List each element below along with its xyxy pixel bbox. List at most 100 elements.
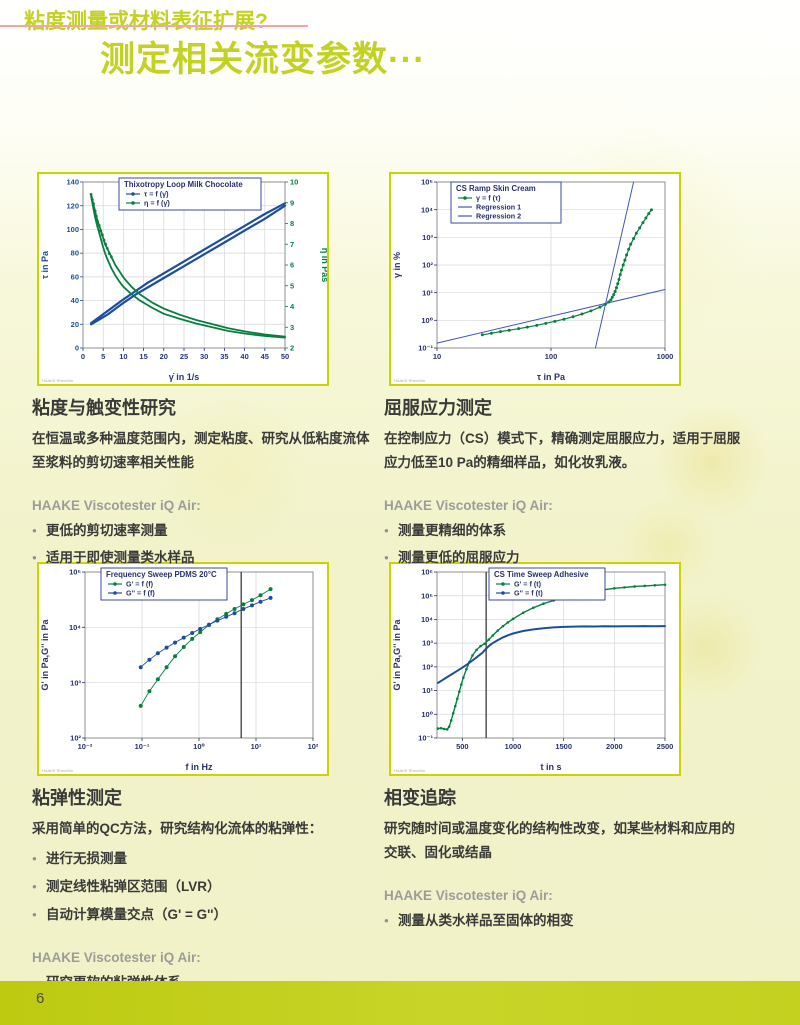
svg-text:f in Hz: f in Hz (186, 762, 213, 772)
product-label: HAAKE Viscotester iQ Air: (384, 887, 553, 903)
svg-text:HAAKE RheoWin: HAAKE RheoWin (42, 378, 73, 383)
page-number: 6 (36, 990, 45, 1007)
chart-canvas: 500 1000 1500 2000 2500 10⁻¹ 10⁰ 10¹ 10² 10³ 10⁴ 10… (392, 567, 674, 773)
svg-text:τ in Pa: τ in Pa (537, 372, 566, 382)
svg-text:0: 0 (75, 344, 79, 353)
svg-text:10: 10 (433, 352, 441, 361)
bullet-dot: ● (384, 525, 389, 535)
section-viscosity-thixotropy: 粘度与触变性研究 在恒温或多种温度范围内，测定粘度、研究从低粘度流体至浆料的剪切… (32, 394, 374, 572)
page-title: 测定相关流变参数··· (100, 40, 426, 79)
svg-text:140: 140 (66, 178, 79, 187)
bullet-dot: ● (32, 881, 37, 891)
chart-cs-time-sweep: 500 1000 1500 2000 2500 10⁻¹ 10⁰ 10¹ 10² 10³ 10⁴ 10… (389, 562, 681, 776)
svg-text:10¹: 10¹ (422, 686, 433, 695)
bullet-item: ● 测量更低的屈服应力 (384, 550, 520, 566)
chart-canvas: 10⁻² 10⁻¹ 10⁰ 10¹ 10² 10² 10³ 10⁴ 10⁵ f in Hz G' i… (40, 567, 319, 773)
bullet-item: ● 测定线性粘弹区范围（LVR） (32, 878, 221, 894)
svg-text:4: 4 (290, 302, 295, 311)
svg-text:5: 5 (290, 281, 294, 290)
svg-text:G' = f (t): G' = f (t) (514, 580, 542, 589)
svg-text:10⁴: 10⁴ (421, 205, 433, 214)
svg-text:3: 3 (290, 323, 294, 332)
product-label: HAAKE Viscotester iQ Air: (384, 497, 553, 513)
svg-text:η in Pas: η in Pas (320, 248, 327, 283)
svg-text:HAAKE RheoWin: HAAKE RheoWin (394, 768, 425, 773)
svg-text:10⁻²: 10⁻² (78, 742, 93, 751)
bullet-dot: ● (32, 525, 37, 535)
svg-text:10⁰: 10⁰ (421, 710, 433, 719)
section-body: 在恒温或多种温度范围内，测定粘度、研究从低粘度流体至浆料的剪切速率相关性能 (32, 431, 370, 471)
product-bullets: ● 测量从类水样品至固体的相变 (384, 907, 746, 935)
svg-text:t in s: t in s (540, 762, 561, 772)
svg-text:25: 25 (180, 352, 188, 361)
svg-text:10: 10 (290, 178, 298, 187)
svg-text:G'' = f (f): G'' = f (f) (126, 589, 155, 598)
svg-text:γ̇ in 1/s: γ̇ in 1/s (169, 372, 200, 382)
kicker: 粘度测量或材料表征扩展? (24, 10, 268, 33)
svg-text:Thixotropy Loop Milk Chocolate: Thixotropy Loop Milk Chocolate (124, 180, 243, 189)
section-heading: 粘弹性测定 (32, 788, 122, 808)
svg-text:10¹: 10¹ (251, 742, 262, 751)
svg-text:50: 50 (281, 352, 289, 361)
section-body: 采用简单的QC方法，研究结构化流体的粘弹性： (32, 821, 323, 836)
bullet-item: ● 测量从类水样品至固体的相变 (384, 912, 574, 928)
svg-text:40: 40 (240, 352, 248, 361)
svg-text:30: 30 (200, 352, 208, 361)
svg-text:0: 0 (81, 352, 85, 361)
svg-text:10⁶: 10⁶ (421, 568, 433, 577)
svg-text:10¹: 10¹ (422, 288, 433, 297)
svg-text:500: 500 (456, 742, 469, 751)
product-label: HAAKE Viscotester iQ Air: (32, 950, 201, 966)
svg-text:1500: 1500 (555, 742, 572, 751)
svg-text:Regression 2: Regression 2 (476, 212, 521, 221)
bullet-item: ● 测量更精细的体系 (384, 522, 506, 538)
footer-bar: 6 (0, 981, 800, 1025)
bullet-dot: ● (32, 854, 37, 864)
section-heading: 粘度与触变性研究 (32, 398, 176, 418)
section-heading: 屈服应力测定 (384, 398, 492, 418)
svg-text:10⁵: 10⁵ (421, 178, 433, 187)
svg-text:CS Time Sweep Adhesive: CS Time Sweep Adhesive (494, 570, 589, 579)
svg-text:10²: 10² (422, 261, 433, 270)
svg-text:2500: 2500 (657, 742, 674, 751)
svg-text:η = f (γ̇): η = f (γ̇) (144, 199, 170, 208)
svg-text:10⁰: 10⁰ (193, 742, 205, 751)
section-phase-change: 相变追踪 研究随时间或温度变化的结构性改变，如某些材料和应用的交联、固化或结晶 … (384, 784, 746, 934)
svg-text:8: 8 (290, 219, 294, 228)
svg-text:10⁻¹: 10⁻¹ (418, 344, 433, 353)
kicker-underline (0, 25, 308, 27)
product-bullets: ● 更低的剪切速率测量 ● 适用于即使测量类水样品 (32, 517, 374, 572)
chart-cs-ramp-skin-cream: 10 100 1000 10⁻¹ 10⁰ 10¹ 10² 10³ 10⁴ 10⁵ τ in Pa γ … (389, 172, 681, 386)
bullet-item: ● 适用于即使测量类水样品 (32, 550, 195, 566)
section-body: 研究随时间或温度变化的结构性改变，如某些材料和应用的交联、固化或结晶 (384, 821, 735, 861)
svg-text:10⁴: 10⁴ (69, 623, 81, 632)
section-viscoelasticity: 粘弹性测定 采用简单的QC方法，研究结构化流体的粘弹性： ● 进行无损测量 ● 测定线… (32, 784, 374, 997)
bullet-dot: ● (384, 915, 389, 925)
svg-text:10: 10 (119, 352, 127, 361)
svg-text:γ = f (τ): γ = f (τ) (476, 194, 501, 203)
svg-text:CS Ramp Skin Cream: CS Ramp Skin Cream (456, 184, 536, 193)
product-label: HAAKE Viscotester iQ Air: (32, 497, 201, 513)
svg-text:100: 100 (66, 225, 79, 234)
svg-text:10³: 10³ (422, 639, 433, 648)
bullet-item: ● 进行无损测量 (32, 851, 127, 867)
svg-text:120: 120 (66, 201, 79, 210)
svg-text:10²: 10² (308, 742, 319, 751)
svg-text:10²: 10² (70, 734, 81, 743)
svg-text:HAAKE RheoWin: HAAKE RheoWin (394, 378, 425, 383)
svg-text:35: 35 (220, 352, 228, 361)
bullet-dot: ● (384, 553, 389, 563)
chart-thixotropy-loop: 0 5 10 15 20 25 30 35 40 45 50 0 20 40 60 80 100 120 140 2 3… (37, 172, 329, 386)
svg-text:Frequency Sweep PDMS 20°C: Frequency Sweep PDMS 20°C (106, 570, 217, 579)
chart-canvas: 0 5 10 15 20 25 30 35 40 45 5002040608010012014023… (40, 177, 327, 383)
svg-text:Regression 1: Regression 1 (476, 203, 521, 212)
svg-text:τ = f (γ̇): τ = f (γ̇) (144, 190, 169, 199)
section-heading: 相变追踪 (384, 788, 456, 808)
svg-text:15: 15 (139, 352, 147, 361)
svg-text:10³: 10³ (70, 678, 81, 687)
svg-text:20: 20 (160, 352, 168, 361)
svg-text:40: 40 (71, 296, 79, 305)
svg-text:γ in %: γ in % (392, 252, 402, 278)
svg-text:80: 80 (71, 249, 79, 258)
